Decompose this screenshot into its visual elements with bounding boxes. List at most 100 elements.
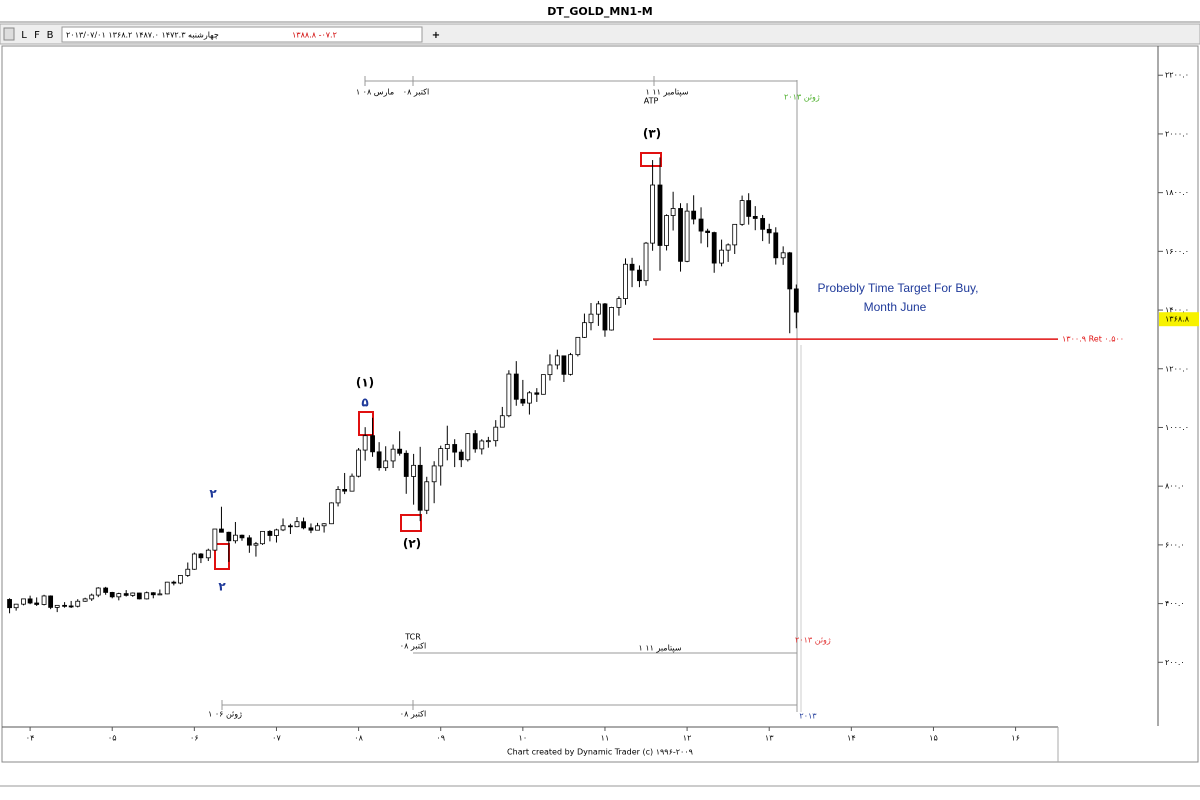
candle-body: [205, 549, 211, 559]
candle-body: [123, 593, 129, 596]
y-tick-label: ۲۰۰.۰: [1165, 658, 1185, 667]
candle-body: [109, 592, 115, 598]
candle-body: [452, 444, 458, 453]
x-tick-label: ۱۵: [929, 734, 938, 743]
y-tick-label: ۱۶۰۰.۰: [1165, 247, 1189, 256]
time-label: ۱ مارس ۰۸: [356, 88, 394, 97]
x-tick-label: ۱۱: [601, 734, 610, 743]
candle-body: [527, 392, 532, 404]
candle-body: [623, 263, 628, 300]
candle-body: [390, 448, 396, 462]
candle-body: [157, 593, 163, 596]
y-tick-label: ۱۴۰۰.۰: [1165, 306, 1189, 315]
candle-body: [684, 210, 690, 262]
candle-body: [637, 269, 642, 282]
candle-body: [793, 288, 799, 313]
time-label: ۲۰۱۳ ژوئن: [795, 636, 831, 645]
y-tick-label: ۲۰۰۰.۰: [1165, 129, 1189, 138]
candle-body: [417, 464, 423, 511]
footer: Chart created by Dynamic Trader (c) ۱۹۹۶…: [507, 748, 693, 757]
candle-body: [130, 592, 136, 596]
candle-body: [253, 543, 259, 546]
candle-body: [349, 475, 355, 492]
y-tick-label: ۱۲۰۰.۰: [1165, 364, 1189, 373]
candle-body: [506, 373, 512, 417]
highlight-box: [640, 152, 662, 167]
toolbar-change: ۱۳۸۸.۸ -۰۷.۲: [292, 31, 337, 40]
candle-body: [547, 364, 553, 376]
candle-body: [643, 242, 649, 282]
candle-body: [657, 184, 663, 246]
candle-body: [239, 534, 245, 539]
candle-body: [103, 587, 109, 593]
x-tick-label: ۱۴: [847, 734, 856, 743]
candle-body: [212, 528, 218, 551]
candle-body: [370, 435, 375, 453]
candle-body: [705, 230, 711, 233]
x-tick-label: ۰۸: [354, 734, 363, 743]
candle-body: [246, 537, 252, 546]
x-tick-label: ۱۶: [1011, 734, 1020, 743]
toolbar-button[interactable]: F: [34, 30, 40, 41]
time-label: ATP: [644, 97, 659, 106]
candle-body: [595, 303, 601, 315]
wave-label: ۵: [361, 396, 368, 410]
candle-body: [144, 592, 150, 600]
time-label: اکتبر ۰۸: [400, 710, 426, 719]
price-marker-label: ۱۳۶۸.۸: [1165, 315, 1190, 324]
candle-body: [274, 529, 279, 536]
candle-body: [472, 433, 478, 450]
toolbar-button[interactable]: B: [47, 30, 54, 41]
add-button[interactable]: +: [432, 30, 440, 41]
y-tick-label: ۶۰۰.۰: [1165, 540, 1185, 549]
y-tick-label: ۱۰۰۰.۰: [1165, 423, 1189, 432]
candle-body: [438, 448, 444, 467]
toolbar-icon[interactable]: [3, 27, 15, 41]
candle-body: [664, 215, 669, 246]
x-tick-label: ۱۲: [683, 734, 692, 743]
candle-body: [719, 249, 724, 264]
candle-body: [766, 228, 772, 234]
candle-body: [725, 244, 731, 251]
candle-body: [602, 303, 608, 331]
window-title: DT_GOLD_MN1-M: [547, 5, 652, 18]
x-tick-label: ۰۹: [436, 734, 445, 743]
candle-body: [383, 460, 389, 469]
info-box: [61, 26, 423, 43]
candle-body: [68, 605, 74, 608]
wave-label: ۲: [218, 580, 226, 594]
candle-body: [554, 355, 560, 366]
candle-body: [629, 263, 635, 271]
candle-body: [732, 223, 738, 246]
candle-body: [458, 451, 464, 461]
toolbar-info: ۲۰۱۳/۰۷/۰۱ چهارشنبه ۱۴۷۲.۳ ۱۴۸۷.۰ ۱۳۶۸.۲: [66, 31, 219, 40]
y-tick-label: ۱۸۰۰.۰: [1165, 188, 1189, 197]
candle-body: [267, 530, 273, 536]
wave-label: (۳): [643, 127, 661, 141]
time-label: اکتبر ۰۸: [400, 642, 426, 651]
wave-label: (۲): [403, 537, 421, 551]
candle-body: [82, 598, 88, 602]
x-tick-label: ۰۶: [190, 734, 199, 743]
x-tick-label: ۰۷: [272, 734, 281, 743]
highlight-box: [400, 514, 422, 532]
candle-body: [780, 252, 786, 259]
candle-body: [177, 575, 183, 584]
price-marker: [1159, 312, 1199, 327]
candle-body: [198, 553, 204, 559]
candle-body: [342, 489, 348, 492]
candle-body: [540, 374, 546, 395]
candle-body: [397, 448, 403, 454]
y-tick-label: ۸۰۰.۰: [1165, 482, 1185, 491]
candle-body: [54, 604, 60, 608]
candle-body: [136, 592, 142, 600]
candle-body: [41, 595, 47, 605]
toolbar-button[interactable]: L: [21, 30, 27, 41]
candle-body: [431, 465, 437, 483]
candle-body: [226, 531, 232, 542]
candle-body: [7, 599, 12, 609]
candle-body: [34, 602, 40, 605]
candle-body: [465, 433, 471, 461]
candle-body: [321, 523, 327, 527]
